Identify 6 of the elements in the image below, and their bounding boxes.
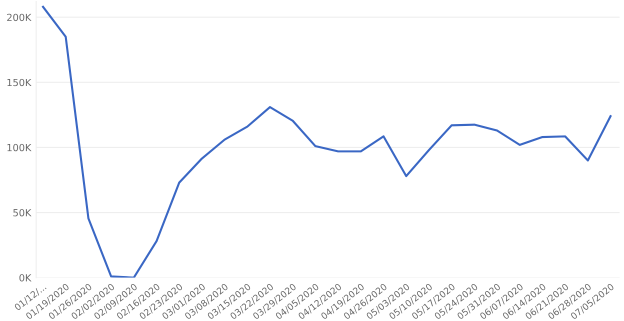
y-tick-label: 100K — [7, 144, 32, 152]
line-series — [42, 6, 612, 278]
y-tick-label: 150K — [7, 78, 32, 86]
y-tick-label: 50K — [13, 209, 32, 216]
y-tick-label: 0K — [19, 274, 32, 282]
y-tick-label: 200K — [7, 14, 32, 22]
